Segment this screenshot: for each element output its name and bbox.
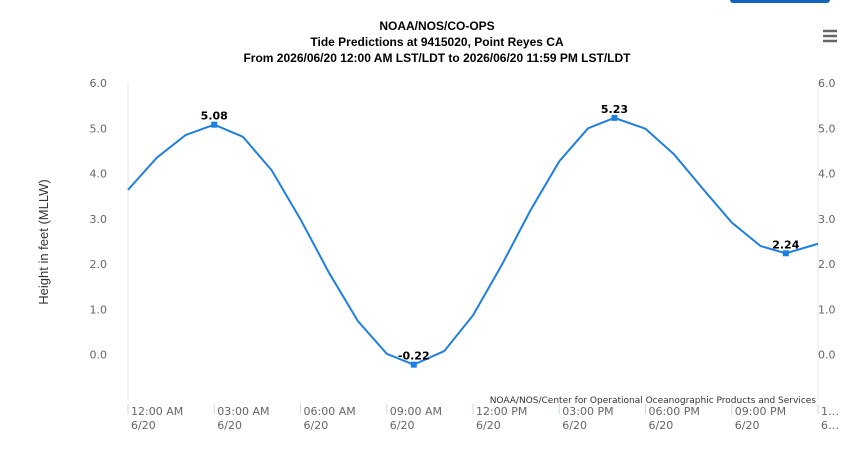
x-tick-label: 1… 6… bbox=[821, 405, 839, 432]
y-tick-label: 5.0 bbox=[90, 122, 108, 135]
y2-tick-label: 1.0 bbox=[818, 303, 836, 316]
chart-subtitle: From 2026/06/20 12:00 AM LST/LDT to 2026… bbox=[243, 51, 631, 65]
y2-tick-label: 3.0 bbox=[818, 213, 836, 226]
extreme-marker bbox=[410, 361, 417, 368]
y-tick-label: 0.0 bbox=[90, 349, 108, 362]
menu-icon[interactable] bbox=[823, 29, 837, 43]
x-tick-label: 09:00 AM 6/20 bbox=[390, 405, 442, 432]
credit: NOAA/NOS/Center for Operational Oceanogr… bbox=[490, 396, 817, 406]
chart-subtitle: Tide Predictions at 9415020, Point Reyes… bbox=[310, 35, 564, 49]
x-tick-label: 06:00 AM 6/20 bbox=[304, 405, 356, 432]
x-tick-label: 06:00 PM 6/20 bbox=[649, 405, 700, 432]
extreme-marker bbox=[211, 121, 218, 128]
x-tick-label: 12:00 AM 6/20 bbox=[131, 405, 183, 432]
top-button[interactable] bbox=[730, 0, 830, 3]
y-tick-label: 3.0 bbox=[90, 213, 108, 226]
extreme-marker bbox=[782, 250, 789, 257]
chart-title: NOAA/NOS/CO-OPS bbox=[379, 19, 494, 33]
x-tick-label: 12:00 PM 6/20 bbox=[476, 405, 527, 432]
y-tick-label: 1.0 bbox=[90, 303, 108, 316]
extreme-marker bbox=[611, 114, 618, 121]
x-tick-label: 03:00 PM 6/20 bbox=[562, 405, 613, 432]
tide-line bbox=[127, 116, 819, 366]
x-tick-label: 09:00 PM 6/20 bbox=[735, 405, 786, 432]
y2-tick-label: 4.0 bbox=[818, 168, 836, 181]
data-label: 2.24 bbox=[772, 238, 799, 251]
data-label: -0.22 bbox=[398, 350, 430, 363]
y-axis-label: Height in feet (MLLW) bbox=[36, 179, 51, 304]
x-tick-label: 03:00 AM 6/20 bbox=[217, 405, 269, 432]
y2-tick-label: 2.0 bbox=[818, 258, 836, 271]
y-tick-label: 4.0 bbox=[90, 168, 108, 181]
y-tick-label: 2.0 bbox=[90, 258, 108, 271]
y2-tick-label: 6.0 bbox=[818, 77, 836, 90]
data-label: 5.23 bbox=[601, 103, 628, 116]
y2-tick-label: 0.0 bbox=[818, 349, 836, 362]
data-label: 5.08 bbox=[201, 110, 228, 123]
y-tick-label: 6.0 bbox=[90, 77, 108, 90]
y2-tick-label: 5.0 bbox=[818, 122, 836, 135]
